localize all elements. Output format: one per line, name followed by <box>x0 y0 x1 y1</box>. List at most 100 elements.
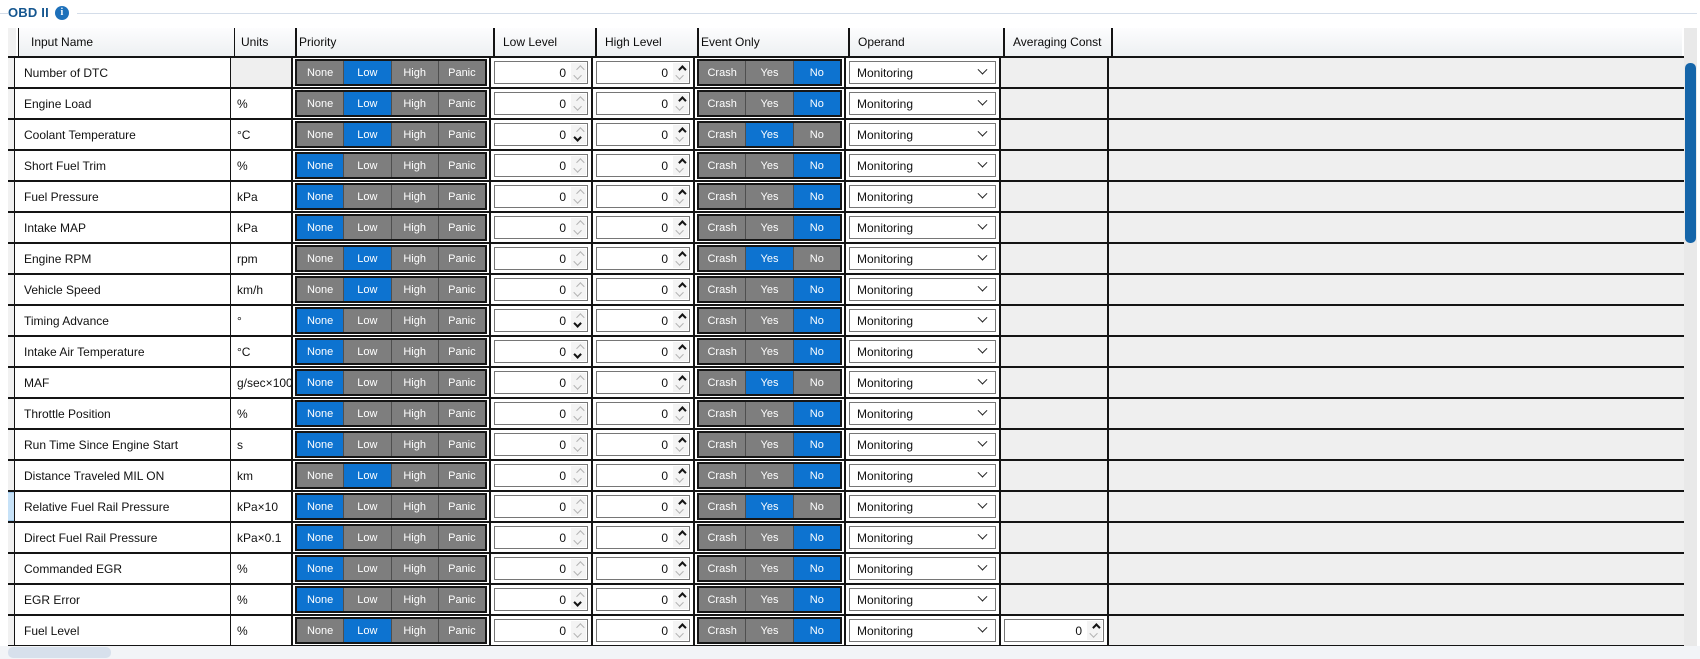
spinner-up-icon[interactable] <box>673 342 688 353</box>
spinner-down-icon[interactable] <box>673 164 688 175</box>
event-yes-button[interactable]: Yes <box>746 123 793 146</box>
priority-none-button[interactable]: None <box>297 216 344 239</box>
operand-select[interactable]: Monitoring <box>849 526 996 549</box>
event-crash-button[interactable]: Crash <box>699 247 746 270</box>
spinner-up-icon[interactable] <box>571 63 586 74</box>
priority-high-button[interactable]: High <box>391 340 438 363</box>
event-no-button[interactable]: No <box>793 123 840 146</box>
spinner-down-icon[interactable] <box>673 567 688 578</box>
priority-panic-button[interactable]: Panic <box>438 61 485 84</box>
low-level-input[interactable]: 0 <box>494 123 588 146</box>
spinner-down-icon[interactable] <box>571 257 586 268</box>
event-yes-button[interactable]: Yes <box>746 154 793 177</box>
low-level-input[interactable]: 0 <box>494 619 588 642</box>
priority-low-button[interactable]: Low <box>344 123 391 146</box>
event-no-button[interactable]: No <box>793 464 840 487</box>
event-no-button[interactable]: No <box>793 61 840 84</box>
priority-high-button[interactable]: High <box>391 402 438 425</box>
operand-select[interactable]: Monitoring <box>849 433 996 456</box>
spinner-up-icon[interactable] <box>673 559 688 570</box>
priority-panic-button[interactable]: Panic <box>438 216 485 239</box>
spinner-down-icon[interactable] <box>571 195 586 206</box>
event-crash-button[interactable]: Crash <box>699 216 746 239</box>
priority-high-button[interactable]: High <box>391 61 438 84</box>
row-header-strip[interactable] <box>8 399 14 428</box>
priority-none-button[interactable]: None <box>297 588 344 611</box>
priority-panic-button[interactable]: Panic <box>438 464 485 487</box>
row-header-strip[interactable] <box>8 120 14 149</box>
spinner-down-icon[interactable] <box>571 102 586 113</box>
spinner-up-icon[interactable] <box>571 156 586 167</box>
high-level-input[interactable]: 0 <box>596 588 690 611</box>
spinner-down-icon[interactable] <box>673 288 688 299</box>
priority-low-button[interactable]: Low <box>344 278 391 301</box>
spinner-up-icon[interactable] <box>673 63 688 74</box>
event-crash-button[interactable]: Crash <box>699 433 746 456</box>
priority-none-button[interactable]: None <box>297 526 344 549</box>
event-no-button[interactable]: No <box>793 247 840 270</box>
spinner-up-icon[interactable] <box>571 218 586 229</box>
priority-panic-button[interactable]: Panic <box>438 526 485 549</box>
priority-none-button[interactable]: None <box>297 495 344 518</box>
spinner-down-icon[interactable] <box>673 350 688 361</box>
event-yes-button[interactable]: Yes <box>746 247 793 270</box>
priority-low-button[interactable]: Low <box>344 433 391 456</box>
event-yes-button[interactable]: Yes <box>746 619 793 642</box>
priority-high-button[interactable]: High <box>391 495 438 518</box>
spinner-down-icon[interactable] <box>571 505 586 516</box>
spinner-down-icon[interactable] <box>673 474 688 485</box>
event-no-button[interactable]: No <box>793 588 840 611</box>
priority-low-button[interactable]: Low <box>344 309 391 332</box>
spinner-up-icon[interactable] <box>673 590 688 601</box>
low-level-input[interactable]: 0 <box>494 526 588 549</box>
event-crash-button[interactable]: Crash <box>699 154 746 177</box>
spinner-down-icon[interactable] <box>673 257 688 268</box>
operand-select[interactable]: Monitoring <box>849 371 996 394</box>
row-header-strip[interactable] <box>8 182 14 211</box>
spinner-up-icon[interactable] <box>673 528 688 539</box>
row-header-strip[interactable] <box>8 89 14 118</box>
event-yes-button[interactable]: Yes <box>746 588 793 611</box>
low-level-input[interactable]: 0 <box>494 495 588 518</box>
operand-select[interactable]: Monitoring <box>849 464 996 487</box>
priority-high-button[interactable]: High <box>391 557 438 580</box>
spinner-up-icon[interactable] <box>571 590 586 601</box>
spinner-up-icon[interactable] <box>673 466 688 477</box>
high-level-input[interactable]: 0 <box>596 185 690 208</box>
priority-none-button[interactable]: None <box>297 154 344 177</box>
priority-none-button[interactable]: None <box>297 92 344 115</box>
event-no-button[interactable]: No <box>793 495 840 518</box>
row-header-strip[interactable] <box>8 368 14 397</box>
spinner-down-icon[interactable] <box>673 505 688 516</box>
spinner-down-icon[interactable] <box>673 102 688 113</box>
spinner-down-icon[interactable] <box>673 71 688 82</box>
priority-panic-button[interactable]: Panic <box>438 371 485 394</box>
averaging-const-input[interactable]: 0 <box>1004 619 1104 642</box>
event-crash-button[interactable]: Crash <box>699 92 746 115</box>
priority-none-button[interactable]: None <box>297 61 344 84</box>
low-level-input[interactable]: 0 <box>494 185 588 208</box>
spinner-up-icon[interactable] <box>571 528 586 539</box>
event-crash-button[interactable]: Crash <box>699 185 746 208</box>
spinner-down-icon[interactable] <box>673 195 688 206</box>
priority-none-button[interactable]: None <box>297 433 344 456</box>
spinner-up-icon[interactable] <box>673 94 688 105</box>
high-level-input[interactable]: 0 <box>596 495 690 518</box>
spinner-up-icon[interactable] <box>673 125 688 136</box>
priority-low-button[interactable]: Low <box>344 588 391 611</box>
spinner-up-icon[interactable] <box>673 311 688 322</box>
spinner-up-icon[interactable] <box>673 156 688 167</box>
spinner-up-icon[interactable] <box>571 559 586 570</box>
low-level-input[interactable]: 0 <box>494 154 588 177</box>
priority-low-button[interactable]: Low <box>344 340 391 363</box>
operand-select[interactable]: Monitoring <box>849 619 996 642</box>
operand-select[interactable]: Monitoring <box>849 123 996 146</box>
spinner-down-icon[interactable] <box>571 412 586 423</box>
priority-panic-button[interactable]: Panic <box>438 588 485 611</box>
high-level-input[interactable]: 0 <box>596 526 690 549</box>
priority-high-button[interactable]: High <box>391 92 438 115</box>
priority-none-button[interactable]: None <box>297 309 344 332</box>
row-header-strip[interactable] <box>8 461 14 490</box>
spinner-down-icon[interactable] <box>673 598 688 609</box>
priority-high-button[interactable]: High <box>391 247 438 270</box>
